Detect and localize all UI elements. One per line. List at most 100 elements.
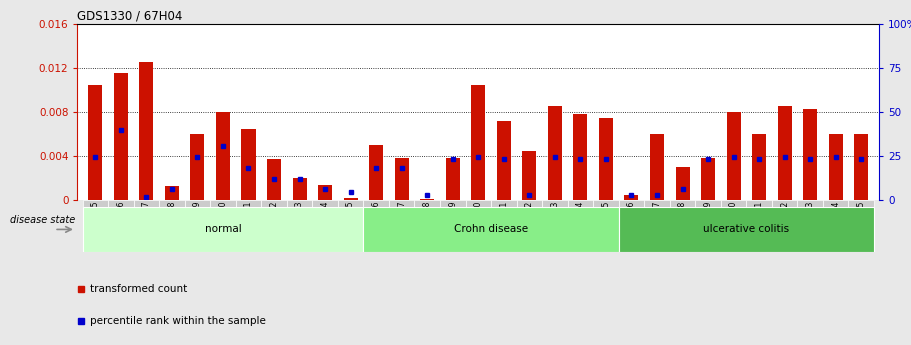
Bar (108, 200, 134, 207)
Text: GSM29615: GSM29615 (601, 200, 610, 242)
Bar (241, 129, 255, 200)
Bar (624, 195, 639, 200)
Bar (675, 167, 690, 200)
Bar (727, 112, 741, 200)
Text: GDS1330 / 67H04: GDS1330 / 67H04 (77, 9, 183, 22)
Bar (471, 85, 486, 200)
Text: GSM29618: GSM29618 (678, 200, 687, 242)
Bar (593, 200, 619, 207)
Text: GSM29597: GSM29597 (142, 200, 151, 242)
Bar (491, 200, 517, 207)
Bar (440, 200, 466, 207)
Text: GSM29619: GSM29619 (703, 200, 712, 242)
Text: Crohn disease: Crohn disease (454, 225, 528, 234)
Bar (797, 200, 823, 207)
Text: GSM29598: GSM29598 (168, 200, 177, 242)
Bar (343, 198, 358, 200)
Text: percentile rank within the sample: percentile rank within the sample (90, 316, 266, 326)
Bar (701, 158, 715, 200)
Text: GSM29596: GSM29596 (117, 200, 126, 242)
Bar (389, 200, 415, 207)
Text: GSM29616: GSM29616 (627, 200, 636, 242)
Bar (848, 200, 874, 207)
Text: GSM29605: GSM29605 (346, 200, 355, 242)
Bar (415, 200, 440, 207)
Bar (318, 185, 333, 200)
Bar (312, 200, 338, 207)
Text: GSM29610: GSM29610 (474, 200, 483, 242)
Bar (114, 72, 128, 200)
Bar (599, 118, 613, 200)
Bar (369, 145, 384, 200)
Text: GSM29620: GSM29620 (729, 200, 738, 242)
Bar (752, 134, 766, 200)
Bar (292, 178, 307, 200)
Text: normal: normal (205, 225, 241, 234)
Bar (216, 112, 230, 200)
Bar (573, 114, 588, 200)
Bar (619, 200, 644, 207)
Bar (823, 200, 848, 207)
Bar (83, 207, 363, 252)
Text: GSM29621: GSM29621 (754, 200, 763, 242)
Bar (159, 200, 185, 207)
Bar (466, 200, 491, 207)
Bar (855, 134, 868, 200)
Bar (517, 200, 542, 207)
Text: GSM29608: GSM29608 (423, 200, 432, 242)
Bar (650, 134, 664, 200)
Bar (804, 109, 817, 200)
Bar (420, 199, 435, 200)
Bar (829, 134, 843, 200)
Bar (267, 159, 281, 200)
Text: GSM29607: GSM29607 (397, 200, 406, 242)
Bar (568, 200, 593, 207)
Bar (721, 200, 746, 207)
Bar (83, 200, 108, 207)
Text: GSM29604: GSM29604 (321, 200, 330, 242)
Text: GSM29601: GSM29601 (244, 200, 253, 242)
Text: GSM29602: GSM29602 (270, 200, 279, 242)
Bar (746, 200, 772, 207)
Bar (210, 200, 236, 207)
Bar (542, 200, 568, 207)
Bar (338, 200, 363, 207)
Bar (644, 200, 670, 207)
Text: GSM29617: GSM29617 (652, 200, 661, 242)
Bar (139, 61, 153, 200)
Bar (165, 186, 179, 200)
Text: GSM29600: GSM29600 (219, 200, 228, 242)
Bar (394, 158, 409, 200)
Text: transformed count: transformed count (90, 284, 188, 294)
Text: GSM29609: GSM29609 (448, 200, 457, 242)
Bar (445, 158, 460, 200)
Bar (548, 106, 562, 200)
Text: GSM29603: GSM29603 (295, 200, 304, 242)
Bar (363, 200, 389, 207)
Bar (88, 85, 102, 200)
Bar (287, 200, 312, 207)
Text: GSM29613: GSM29613 (550, 200, 559, 242)
Text: GSM29599: GSM29599 (193, 200, 202, 242)
Bar (363, 207, 619, 252)
Text: GSM29606: GSM29606 (372, 200, 381, 242)
Text: GSM29625: GSM29625 (856, 200, 865, 242)
Text: GSM29612: GSM29612 (525, 200, 534, 242)
Text: disease state: disease state (10, 216, 76, 225)
Text: GSM29624: GSM29624 (831, 200, 840, 242)
Bar (619, 207, 874, 252)
Bar (670, 200, 695, 207)
Bar (772, 200, 797, 207)
Bar (261, 200, 287, 207)
Text: GSM29595: GSM29595 (91, 200, 100, 242)
Text: GSM29611: GSM29611 (499, 200, 508, 242)
Bar (496, 121, 511, 200)
Text: GSM29623: GSM29623 (805, 200, 814, 242)
Bar (185, 200, 210, 207)
Text: GSM29622: GSM29622 (780, 200, 789, 242)
Bar (236, 200, 261, 207)
Bar (522, 151, 537, 200)
Bar (134, 200, 159, 207)
Bar (695, 200, 721, 207)
Text: GSM29614: GSM29614 (576, 200, 585, 242)
